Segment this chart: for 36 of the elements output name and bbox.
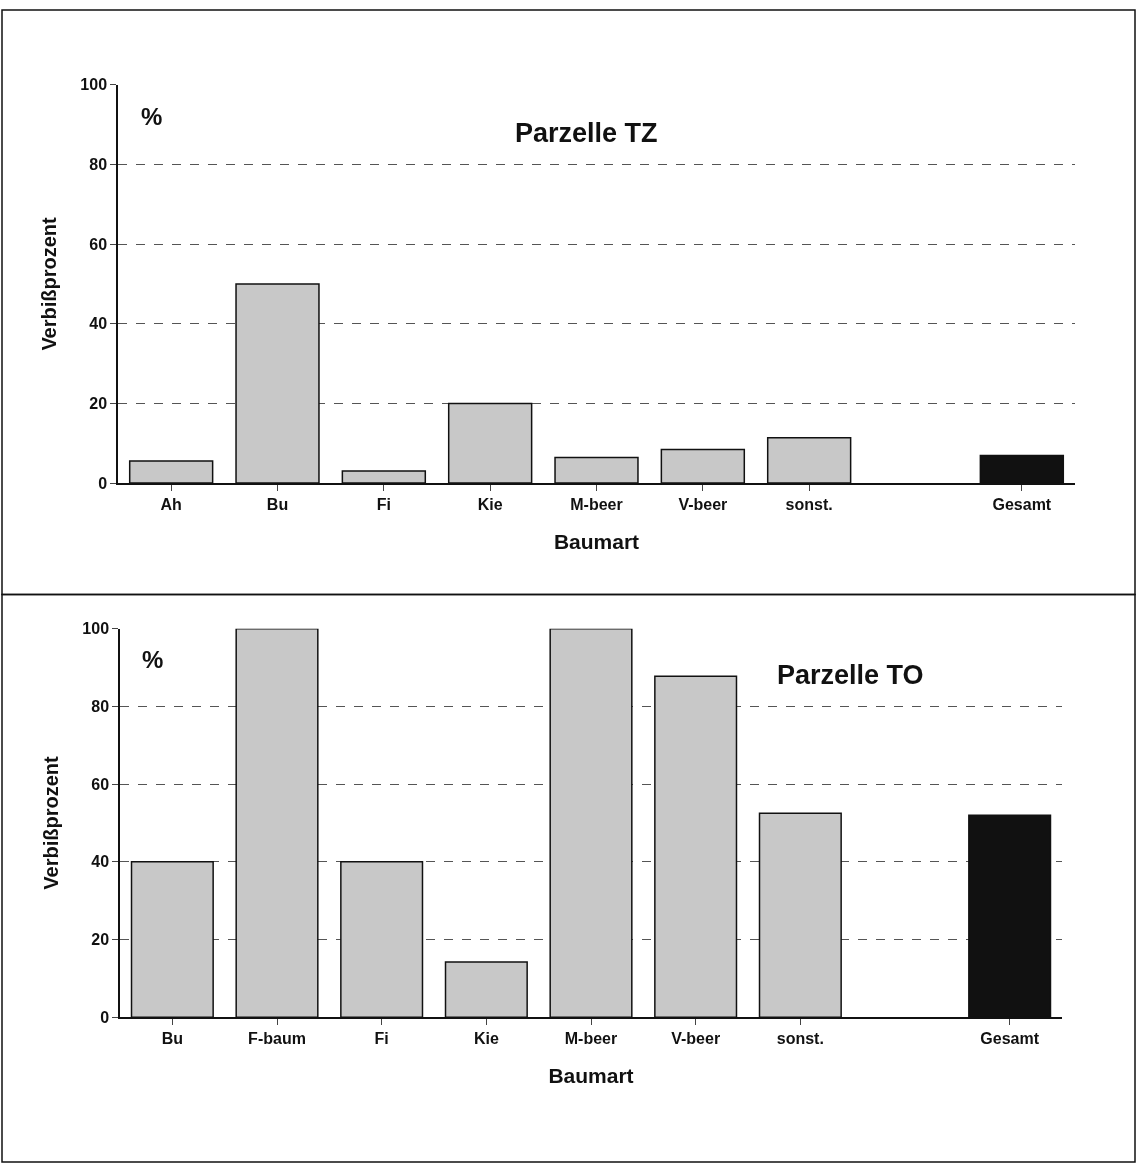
x-tick-label: Kie [473, 1030, 499, 1048]
x-tick-label: Fi [376, 495, 391, 513]
y-axis-title: Verbißprozent [38, 216, 61, 351]
y-tick-label: 40 [91, 853, 110, 871]
text: Parzelle TO [777, 660, 924, 690]
y-tick-label: 0 [100, 1008, 110, 1026]
y-tick-label: 80 [89, 156, 108, 174]
x-axis-title: Baumart [553, 529, 640, 553]
annotation: % [142, 646, 164, 673]
x-tick-label: F-baum [248, 1030, 306, 1048]
x-tick-label: Fi [374, 1030, 389, 1048]
x-tick-label: V-beer [678, 495, 728, 513]
y-tick-label: 20 [89, 394, 108, 412]
x-tick-label: sonst. [785, 495, 833, 513]
x-tick-label: Kie [477, 495, 503, 513]
x-tick-label: Gesamt [992, 495, 1052, 513]
y-tick-label: 100 [80, 76, 108, 94]
y-tick-label: 0 [98, 474, 108, 492]
x-tick-label: M-beer [570, 495, 623, 513]
x-tick-label: sonst. [776, 1030, 824, 1048]
x-tick-label: Ah [160, 495, 182, 513]
y-tick-label: 40 [89, 315, 108, 333]
x-tick-label: Gesamt [980, 1030, 1040, 1048]
annotation: % [141, 103, 163, 130]
y-tick-label: 60 [89, 235, 108, 253]
x-axis-title: Baumart [548, 1063, 634, 1087]
x-tick-label: Bu [266, 495, 289, 513]
y-axis-title: Verbißprozent [40, 756, 63, 890]
text: Parzelle TZ [515, 118, 658, 148]
x-tick-label: M-beer [564, 1030, 618, 1048]
y-tick-label: 60 [91, 775, 110, 793]
y-tick-label: 100 [82, 620, 110, 638]
x-tick-label: Bu [161, 1030, 183, 1048]
x-tick-label: V-beer [671, 1030, 721, 1048]
y-tick-label: 20 [91, 931, 110, 949]
y-tick-label: 80 [91, 698, 110, 716]
